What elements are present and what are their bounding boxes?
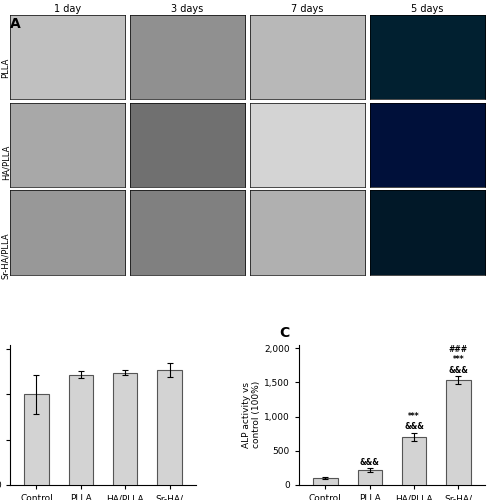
Y-axis label: PLLA: PLLA	[1, 57, 10, 78]
Text: B: B	[0, 326, 1, 340]
Title: 5 days: 5 days	[411, 4, 443, 14]
Bar	[24, 394, 49, 485]
Text: A: A	[10, 18, 21, 32]
Bar	[446, 380, 471, 485]
Text: ###
***
&&&: ### *** &&&	[448, 345, 468, 375]
Bar	[313, 478, 338, 485]
Bar	[358, 470, 382, 485]
Y-axis label: HA/PLLA: HA/PLLA	[1, 145, 10, 180]
Text: ***
&&&: *** &&&	[404, 412, 424, 432]
Title: 3 days: 3 days	[172, 4, 203, 14]
Bar	[69, 374, 93, 485]
Bar	[402, 437, 426, 485]
Bar	[157, 370, 182, 485]
Y-axis label: ALP activity vs
control (100%): ALP activity vs control (100%)	[242, 381, 261, 448]
Title: 7 days: 7 days	[291, 4, 323, 14]
Text: C: C	[279, 326, 290, 340]
Y-axis label: Sr-HA/PLLA: Sr-HA/PLLA	[1, 232, 10, 279]
Text: &&&: &&&	[360, 458, 380, 466]
Title: 1 day: 1 day	[54, 4, 81, 14]
Bar	[113, 372, 137, 485]
